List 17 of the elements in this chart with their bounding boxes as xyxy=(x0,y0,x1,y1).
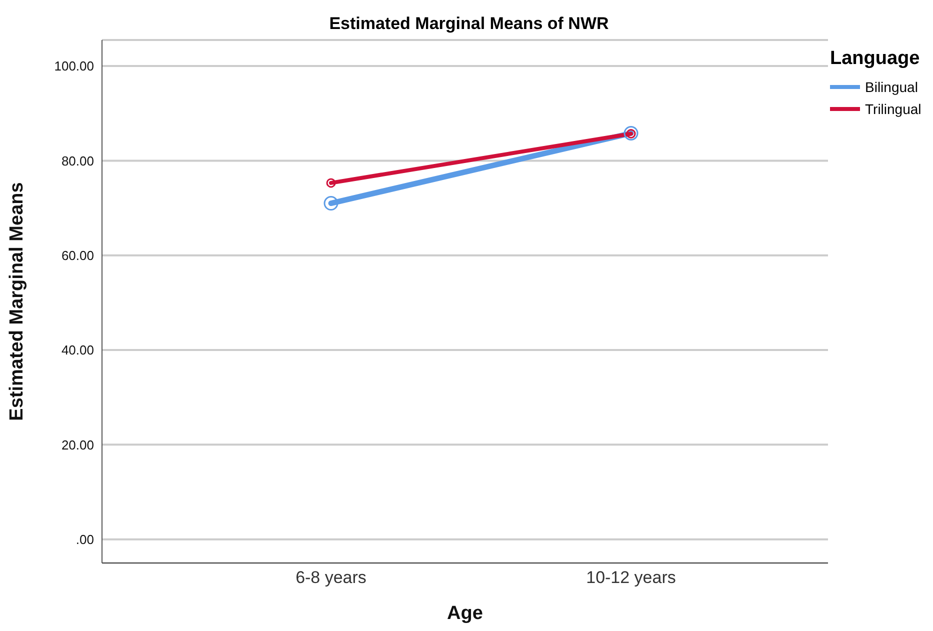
y-tick-label: 80.00 xyxy=(61,153,94,168)
y-tick-label: 40.00 xyxy=(61,342,94,358)
chart-title: Estimated Marginal Means of NWR xyxy=(328,14,610,34)
legend-label: Bilingual xyxy=(865,79,918,95)
x-tick-label: 6-8 years xyxy=(296,568,366,588)
point xyxy=(326,178,336,188)
y-tick-label: 100.00 xyxy=(54,58,94,74)
point xyxy=(624,126,638,140)
point xyxy=(324,196,338,211)
x-tick-label: 10-12 years xyxy=(586,568,676,588)
x-axis-title: Age xyxy=(447,603,483,624)
legend-title: Language xyxy=(830,48,921,70)
y-tick-label: 20.00 xyxy=(61,437,94,452)
y-axis-title: Estimated Marginal Means xyxy=(6,182,28,421)
legend-label: Trilingual xyxy=(865,101,922,117)
y-tick-label: 60.00 xyxy=(61,248,94,263)
y-tick-label: .00 xyxy=(76,532,94,547)
